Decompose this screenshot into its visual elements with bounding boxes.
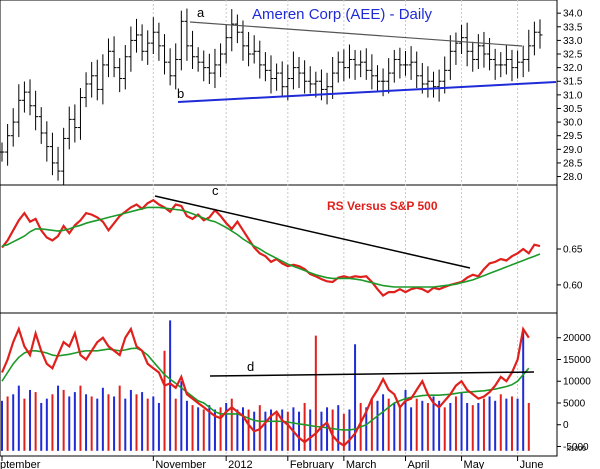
y-tick-label: 20000 — [563, 333, 591, 344]
annotation-d: d — [247, 359, 254, 374]
y-tick-label: 29.5 — [563, 131, 583, 142]
annotation-c: c — [212, 183, 219, 198]
rs-downtrend-line — [154, 195, 471, 269]
x-tick-label: ptember — [0, 459, 41, 469]
y-tick-label: -5000 — [563, 442, 589, 453]
y-tick-label: 0.60 — [563, 280, 583, 291]
volume-oscillator-line — [0, 325, 530, 447]
y-tick-label: 30.5 — [563, 104, 583, 115]
y-tick-label: 28.5 — [563, 158, 583, 169]
support-trendline — [177, 81, 557, 103]
volume-unit-label: x1000 — [567, 446, 586, 453]
x-tick-label: November — [155, 459, 206, 469]
price-chart-title: Ameren Corp (AEE) - Daily — [252, 6, 433, 23]
y-tick-label: 31.5 — [563, 77, 583, 88]
x-tick-label: May — [464, 459, 485, 469]
y-tick-label: 31.0 — [563, 90, 583, 101]
y-tick-label: 28.0 — [563, 172, 583, 183]
resistance-trendline — [189, 21, 523, 47]
y-tick-label: 33.0 — [563, 36, 583, 47]
annotation-a: a — [197, 5, 205, 20]
volume-resistance-line — [209, 371, 535, 377]
y-tick-label: 0 — [563, 420, 569, 431]
y-tick-label: 29.0 — [563, 145, 583, 156]
x-tick-label: April — [408, 459, 430, 469]
y-tick-label: 32.5 — [563, 50, 583, 61]
y-tick-label: 0.65 — [563, 245, 583, 256]
rs-moving-average-line — [1, 206, 541, 288]
x-tick-label: March — [346, 459, 377, 469]
x-tick-label: 2012 — [228, 459, 252, 469]
y-tick-label: 10000 — [563, 377, 591, 388]
rs-panel-frame — [0, 184, 558, 314]
axis-layer: ptember November 2012 February March April May… — [0, 9, 591, 469]
rs-chart-title: RS Versus S&P 500 — [327, 199, 438, 213]
price-panel-frame — [0, 0, 558, 186]
rs-layer — [1, 198, 541, 298]
y-tick-label: 34.0 — [563, 9, 583, 20]
x-tick-label: June — [520, 459, 544, 469]
price-layer — [0, 8, 543, 185]
y-tick-label: 30.0 — [563, 118, 583, 129]
volume-layer — [0, 320, 530, 451]
y-tick-label: 32.0 — [563, 63, 583, 74]
y-tick-label: 33.5 — [563, 22, 583, 33]
annotation-b: b — [177, 86, 184, 101]
y-tick-label: 5000 — [563, 398, 586, 409]
y-tick-label: 15000 — [563, 355, 591, 366]
x-tick-label: February — [290, 459, 335, 469]
